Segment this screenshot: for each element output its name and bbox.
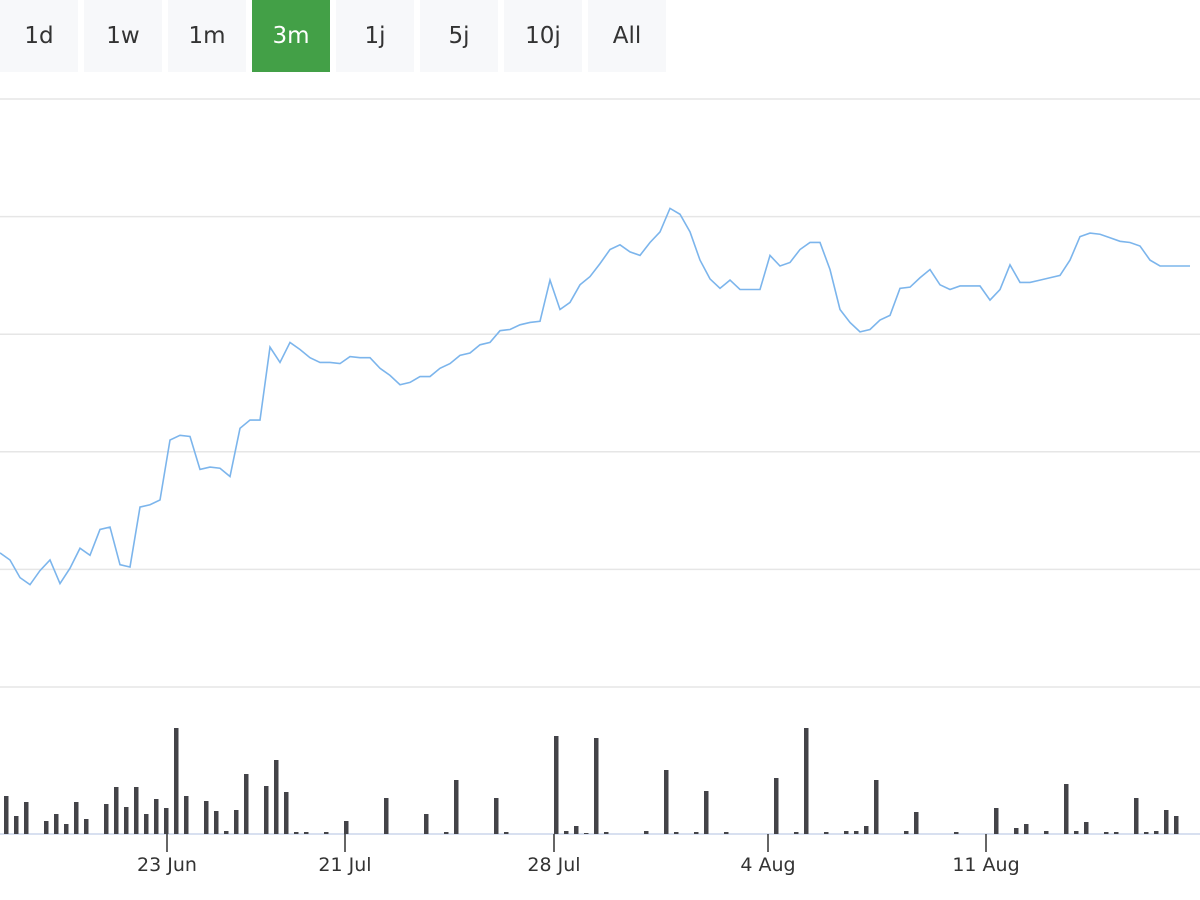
volume-bar [164,808,169,834]
volume-bar [1104,832,1109,834]
volume-bar [24,802,29,834]
volume-bar [304,832,309,834]
volume-bar [844,831,849,834]
volume-bar [234,810,239,834]
volume-bar [14,816,19,834]
volume-bar [104,804,109,834]
volume-bar [384,798,389,834]
volume-bar [1014,828,1019,834]
volume-bar [124,807,129,834]
volume-bar [704,791,709,834]
range-button[interactable]: 1j [336,0,414,72]
volume-bar [1164,810,1169,834]
volume-bar [664,770,669,834]
volume-bar [854,831,859,834]
volume-bar [264,786,269,834]
volume-bar [54,814,59,834]
volume-bar [284,792,289,834]
volume-bar [424,814,429,834]
volume-bar [994,808,999,834]
volume-bar [74,802,79,834]
volume-bar [144,814,149,834]
volume-bar [134,787,139,834]
x-tick-label: 21 Jul [318,854,371,876]
volume-bar [604,832,609,834]
x-tick-label: 11 Aug [952,854,1019,876]
volume-bar [494,798,499,834]
volume-bar [64,824,69,834]
volume-bar [1044,831,1049,834]
volume-bar [954,832,959,834]
volume-bar [1114,832,1119,834]
range-button[interactable]: 1w [84,0,162,72]
volume-bar [564,831,569,834]
x-tick-label: 4 Aug [740,854,795,876]
range-button[interactable]: 5j [420,0,498,72]
volume-bar [644,831,649,834]
volume-bar [244,774,249,834]
volume-bar [1074,831,1079,834]
volume-bar [224,831,229,834]
volume-bar [554,736,559,834]
volume-bar [794,832,799,834]
volume-bar [1064,784,1069,834]
volume-bar [344,821,349,834]
volume-bar [874,780,879,834]
volume-bar [1134,798,1139,834]
volume-bar [324,832,329,834]
volume-bar [904,831,909,834]
volume-bar [4,796,9,834]
volume-bar [574,826,579,834]
volume-bar [114,787,119,834]
range-button[interactable]: All [588,0,666,72]
volume-bar [274,760,279,834]
volume-bar [1084,822,1089,834]
volume-bar [504,832,509,834]
range-button[interactable]: 10j [504,0,582,72]
x-tick-label: 23 Jun [137,854,197,876]
volume-bar [84,819,89,834]
volume-bar [294,832,299,834]
range-button[interactable]: 1m [168,0,246,72]
volume-bar [1174,816,1179,834]
price-line [0,207,1190,586]
volume-bar [454,780,459,834]
x-tick-label: 28 Jul [527,854,580,876]
volume-bar [154,799,159,834]
volume-bar [204,801,209,834]
volume-bar [44,821,49,834]
volume-bar [594,738,599,834]
volume-bar [1154,831,1159,834]
volume-bar [694,832,699,834]
volume-bar [214,811,219,834]
volume-bar [174,728,179,834]
volume-bar [674,832,679,834]
volume-bar [184,796,189,834]
range-button[interactable]: 3m [252,0,330,72]
volume-bar [864,826,869,834]
volume-bar [1024,824,1029,834]
volume-bar [774,778,779,834]
volume-bar [914,812,919,834]
volume-bar [584,833,589,834]
volume-bar [724,832,729,834]
volume-bar [444,832,449,834]
volume-bar [1144,832,1149,834]
range-button[interactable]: 1d [0,0,78,72]
volume-bar [824,832,829,834]
volume-bar [804,728,809,834]
